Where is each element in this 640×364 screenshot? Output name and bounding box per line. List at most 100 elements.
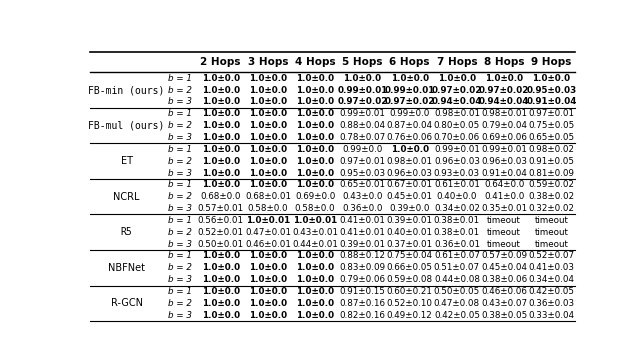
- Text: 1.0±0.0: 1.0±0.0: [390, 145, 429, 154]
- Text: 1.0±0.0: 1.0±0.0: [202, 133, 240, 142]
- Text: 1.0±0.0: 1.0±0.0: [438, 74, 476, 83]
- Text: 0.98±0.02: 0.98±0.02: [529, 145, 574, 154]
- Text: 4 Hops: 4 Hops: [295, 57, 335, 67]
- Text: 0.78±0.07: 0.78±0.07: [339, 133, 385, 142]
- Text: 0.41±0.0: 0.41±0.0: [484, 192, 524, 201]
- Text: b = 3: b = 3: [168, 204, 192, 213]
- Text: 0.83±0.09: 0.83±0.09: [339, 263, 385, 272]
- Text: 1.0±0.0: 1.0±0.0: [296, 157, 334, 166]
- Text: 1.0±0.0: 1.0±0.0: [296, 275, 334, 284]
- Text: 0.96±0.03: 0.96±0.03: [387, 169, 433, 178]
- Text: FB-min (ours): FB-min (ours): [88, 85, 165, 95]
- Text: 1.0±0.0: 1.0±0.0: [202, 169, 240, 178]
- Text: b = 1: b = 1: [168, 145, 192, 154]
- Text: 0.60±0.21: 0.60±0.21: [387, 287, 433, 296]
- Text: 0.57±0.01: 0.57±0.01: [198, 204, 244, 213]
- Text: 0.42±0.05: 0.42±0.05: [434, 311, 480, 320]
- Text: 1.0±0.0: 1.0±0.0: [249, 74, 287, 83]
- Text: 0.39±0.01: 0.39±0.01: [339, 240, 385, 249]
- Text: 0.69±0.06: 0.69±0.06: [481, 133, 527, 142]
- Text: 0.47±0.08: 0.47±0.08: [434, 299, 480, 308]
- Text: 1.0±0.0: 1.0±0.0: [202, 180, 240, 189]
- Text: 5 Hops: 5 Hops: [342, 57, 383, 67]
- Text: b = 3: b = 3: [168, 133, 192, 142]
- Text: 1.0±0.0: 1.0±0.0: [343, 74, 381, 83]
- Text: timeout: timeout: [487, 228, 521, 237]
- Text: 0.96±0.03: 0.96±0.03: [434, 157, 480, 166]
- Text: 0.99±0.01: 0.99±0.01: [481, 145, 527, 154]
- Text: b = 1: b = 1: [168, 180, 192, 189]
- Text: 1.0±0.0: 1.0±0.0: [296, 311, 334, 320]
- Text: 0.88±0.12: 0.88±0.12: [339, 252, 385, 261]
- Text: 1.0±0.0: 1.0±0.0: [202, 263, 240, 272]
- Text: 0.51±0.07: 0.51±0.07: [434, 263, 480, 272]
- Text: 0.45±0.01: 0.45±0.01: [387, 192, 433, 201]
- Text: 0.79±0.06: 0.79±0.06: [339, 275, 385, 284]
- Text: 1.0±0.0: 1.0±0.0: [202, 252, 240, 261]
- Text: 1.0±0.0: 1.0±0.0: [202, 275, 240, 284]
- Text: 0.59±0.08: 0.59±0.08: [387, 275, 433, 284]
- Text: 1.0±0.0: 1.0±0.0: [202, 287, 240, 296]
- Text: 1.0±0.0: 1.0±0.0: [249, 121, 287, 130]
- Text: 0.59±0.02: 0.59±0.02: [529, 180, 574, 189]
- Text: 7 Hops: 7 Hops: [436, 57, 477, 67]
- Text: 6 Hops: 6 Hops: [389, 57, 430, 67]
- Text: 0.94±0.04: 0.94±0.04: [432, 98, 482, 106]
- Text: 0.37±0.01: 0.37±0.01: [387, 240, 433, 249]
- Text: 1.0±0.0: 1.0±0.0: [249, 263, 287, 272]
- Text: 0.68±0.0: 0.68±0.0: [200, 192, 241, 201]
- Text: 1.0±0.0: 1.0±0.0: [202, 311, 240, 320]
- Text: 0.34±0.04: 0.34±0.04: [529, 275, 574, 284]
- Text: 1.0±0.0: 1.0±0.0: [296, 252, 334, 261]
- Text: 0.33±0.04: 0.33±0.04: [529, 311, 575, 320]
- Text: 0.49±0.12: 0.49±0.12: [387, 311, 433, 320]
- Text: 0.41±0.01: 0.41±0.01: [339, 216, 385, 225]
- Text: 1.0±0.0: 1.0±0.0: [390, 74, 429, 83]
- Text: 0.99±0.01: 0.99±0.01: [337, 86, 388, 95]
- Text: 0.58±0.0: 0.58±0.0: [295, 204, 335, 213]
- Text: R5: R5: [121, 227, 132, 237]
- Text: NBFNet: NBFNet: [108, 263, 145, 273]
- Text: 0.99±0.0: 0.99±0.0: [342, 145, 383, 154]
- Text: 0.95±0.03: 0.95±0.03: [526, 86, 577, 95]
- Text: ET: ET: [120, 156, 132, 166]
- Text: 1.0±0.0: 1.0±0.0: [202, 299, 240, 308]
- Text: 0.91±0.15: 0.91±0.15: [339, 287, 385, 296]
- Text: 0.46±0.06: 0.46±0.06: [481, 287, 527, 296]
- Text: 0.47±0.01: 0.47±0.01: [245, 228, 291, 237]
- Text: 0.43±0.07: 0.43±0.07: [481, 299, 527, 308]
- Text: 0.39±0.0: 0.39±0.0: [389, 204, 430, 213]
- Text: 0.97±0.02: 0.97±0.02: [337, 98, 388, 106]
- Text: b = 2: b = 2: [168, 299, 192, 308]
- Text: 0.61±0.01: 0.61±0.01: [434, 180, 480, 189]
- Text: 1.0±0.0: 1.0±0.0: [249, 157, 287, 166]
- Text: 0.91±0.05: 0.91±0.05: [529, 157, 574, 166]
- Text: 0.68±0.01: 0.68±0.01: [245, 192, 291, 201]
- Text: 1.0±0.0: 1.0±0.0: [296, 299, 334, 308]
- Text: b = 3: b = 3: [168, 98, 192, 106]
- Text: 1.0±0.0: 1.0±0.0: [296, 169, 334, 178]
- Text: 0.52±0.01: 0.52±0.01: [198, 228, 244, 237]
- Text: 1.0±0.0: 1.0±0.0: [249, 169, 287, 178]
- Text: b = 3: b = 3: [168, 311, 192, 320]
- Text: b = 2: b = 2: [168, 121, 192, 130]
- Text: 0.58±0.0: 0.58±0.0: [248, 204, 288, 213]
- Text: 0.94±0.04: 0.94±0.04: [479, 98, 529, 106]
- Text: 1.0±0.0: 1.0±0.0: [202, 121, 240, 130]
- Text: 0.36±0.03: 0.36±0.03: [529, 299, 575, 308]
- Text: 1.0±0.01: 1.0±0.01: [246, 216, 290, 225]
- Text: 0.97±0.01: 0.97±0.01: [339, 157, 385, 166]
- Text: 0.97±0.02: 0.97±0.02: [479, 86, 529, 95]
- Text: 1.0±0.0: 1.0±0.0: [249, 252, 287, 261]
- Text: 1.0±0.0: 1.0±0.0: [249, 180, 287, 189]
- Text: 1.0±0.0: 1.0±0.0: [202, 145, 240, 154]
- Text: 0.38±0.01: 0.38±0.01: [434, 216, 480, 225]
- Text: 1.0±0.0: 1.0±0.0: [249, 287, 287, 296]
- Text: 0.36±0.0: 0.36±0.0: [342, 204, 383, 213]
- Text: 1.0±0.0: 1.0±0.0: [296, 133, 334, 142]
- Text: 0.98±0.01: 0.98±0.01: [387, 157, 433, 166]
- Text: 0.32±0.02: 0.32±0.02: [529, 204, 574, 213]
- Text: b = 2: b = 2: [168, 263, 192, 272]
- Text: 1.0±0.0: 1.0±0.0: [202, 109, 240, 118]
- Text: 0.96±0.03: 0.96±0.03: [481, 157, 527, 166]
